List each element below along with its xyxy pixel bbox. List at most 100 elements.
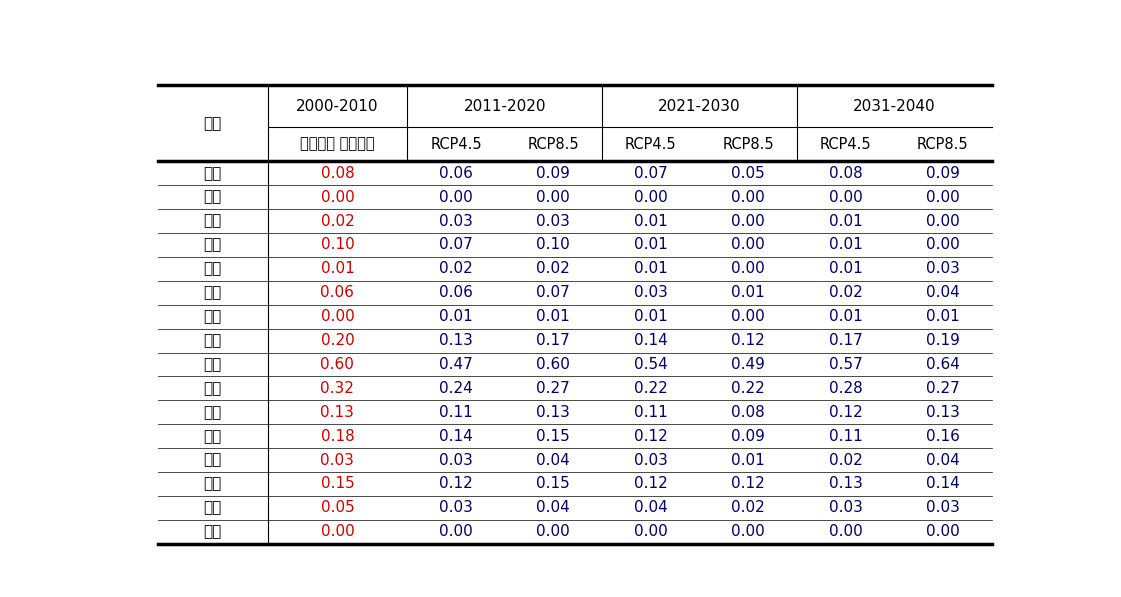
- Text: 2011-2020: 2011-2020: [463, 99, 546, 113]
- Text: 0.01: 0.01: [537, 309, 571, 324]
- Text: 2021-2030: 2021-2030: [658, 99, 741, 113]
- Text: 0.17: 0.17: [537, 333, 571, 348]
- Text: 부산: 부산: [203, 190, 222, 205]
- Text: 0.47: 0.47: [439, 357, 473, 372]
- Text: 0.03: 0.03: [633, 285, 668, 300]
- Text: 0.10: 0.10: [537, 238, 571, 253]
- Text: 0.12: 0.12: [828, 405, 862, 420]
- Text: 0.07: 0.07: [439, 238, 473, 253]
- Text: 0.01: 0.01: [321, 261, 354, 276]
- Text: 0.13: 0.13: [926, 405, 960, 420]
- Text: 0.20: 0.20: [321, 333, 354, 348]
- Text: 0.01: 0.01: [633, 214, 668, 229]
- Text: RCP8.5: RCP8.5: [722, 137, 773, 152]
- Text: 0.02: 0.02: [731, 500, 765, 515]
- Text: 0.08: 0.08: [321, 166, 354, 181]
- Text: 0.00: 0.00: [537, 524, 571, 539]
- Text: 제주: 제주: [203, 524, 222, 539]
- Text: 0.00: 0.00: [828, 524, 862, 539]
- Text: 0.12: 0.12: [633, 476, 668, 491]
- Text: 0.27: 0.27: [926, 381, 960, 396]
- Text: 0.03: 0.03: [926, 500, 960, 515]
- Text: 0.00: 0.00: [926, 238, 960, 253]
- Text: 현수준의 기상자료: 현수준의 기상자료: [300, 137, 374, 152]
- Text: 0.00: 0.00: [731, 524, 765, 539]
- Text: 0.00: 0.00: [926, 524, 960, 539]
- Text: 0.28: 0.28: [828, 381, 862, 396]
- Text: 0.22: 0.22: [633, 381, 668, 396]
- Text: 0.27: 0.27: [537, 381, 571, 396]
- Text: 0.24: 0.24: [439, 381, 473, 396]
- Text: 0.01: 0.01: [633, 309, 668, 324]
- Text: 2000-2010: 2000-2010: [296, 99, 379, 113]
- Text: 2031-2040: 2031-2040: [853, 99, 935, 113]
- Text: 0.11: 0.11: [439, 405, 473, 420]
- Text: 0.01: 0.01: [731, 453, 765, 467]
- Text: 0.01: 0.01: [828, 238, 862, 253]
- Text: 0.04: 0.04: [926, 285, 960, 300]
- Text: 0.06: 0.06: [321, 285, 354, 300]
- Text: 0.13: 0.13: [828, 476, 862, 491]
- Text: 0.03: 0.03: [633, 453, 668, 467]
- Text: 0.12: 0.12: [731, 476, 765, 491]
- Text: 경기: 경기: [203, 333, 222, 348]
- Text: 광주: 광주: [203, 261, 222, 276]
- Text: 0.00: 0.00: [321, 190, 354, 205]
- Text: 지역: 지역: [203, 116, 222, 131]
- Text: 0.00: 0.00: [828, 190, 862, 205]
- Text: 0.13: 0.13: [439, 333, 473, 348]
- Text: 0.54: 0.54: [633, 357, 668, 372]
- Text: 0.00: 0.00: [731, 190, 765, 205]
- Text: 0.00: 0.00: [926, 214, 960, 229]
- Text: 0.04: 0.04: [537, 500, 571, 515]
- Text: 강원: 강원: [203, 357, 222, 372]
- Text: 0.14: 0.14: [633, 333, 668, 348]
- Text: 대구: 대구: [203, 214, 222, 229]
- Text: RCP4.5: RCP4.5: [819, 137, 871, 152]
- Text: 0.06: 0.06: [439, 166, 473, 181]
- Text: 0.16: 0.16: [926, 429, 960, 444]
- Text: 0.11: 0.11: [633, 405, 668, 420]
- Text: 0.01: 0.01: [828, 214, 862, 229]
- Text: 전남: 전남: [203, 453, 222, 467]
- Text: 0.60: 0.60: [321, 357, 354, 372]
- Text: 0.07: 0.07: [633, 166, 668, 181]
- Text: 0.01: 0.01: [828, 309, 862, 324]
- Text: 0.00: 0.00: [731, 238, 765, 253]
- Text: 경북: 경북: [203, 476, 222, 491]
- Text: 0.13: 0.13: [321, 405, 354, 420]
- Text: 0.19: 0.19: [926, 333, 960, 348]
- Text: 0.57: 0.57: [828, 357, 862, 372]
- Text: RCP4.5: RCP4.5: [624, 137, 677, 152]
- Text: 0.15: 0.15: [537, 476, 571, 491]
- Text: 0.00: 0.00: [439, 524, 473, 539]
- Text: 0.11: 0.11: [828, 429, 862, 444]
- Text: 0.03: 0.03: [439, 214, 473, 229]
- Text: 0.12: 0.12: [731, 333, 765, 348]
- Text: 울산: 울산: [203, 309, 222, 324]
- Text: 0.03: 0.03: [439, 453, 473, 467]
- Text: 0.00: 0.00: [731, 214, 765, 229]
- Text: 전북: 전북: [203, 429, 222, 444]
- Text: 0.17: 0.17: [828, 333, 862, 348]
- Text: 0.00: 0.00: [537, 190, 571, 205]
- Text: 0.12: 0.12: [439, 476, 473, 491]
- Text: 0.03: 0.03: [537, 214, 571, 229]
- Text: 0.06: 0.06: [439, 285, 473, 300]
- Text: 0.03: 0.03: [439, 500, 473, 515]
- Text: 충북: 충북: [203, 381, 222, 396]
- Text: RCP8.5: RCP8.5: [528, 137, 580, 152]
- Text: 0.22: 0.22: [731, 381, 765, 396]
- Text: 0.01: 0.01: [439, 309, 473, 324]
- Text: 0.01: 0.01: [633, 238, 668, 253]
- Text: 0.60: 0.60: [537, 357, 571, 372]
- Text: 0.01: 0.01: [828, 261, 862, 276]
- Text: 0.08: 0.08: [731, 405, 765, 420]
- Text: 0.02: 0.02: [439, 261, 473, 276]
- Text: 0.14: 0.14: [926, 476, 960, 491]
- Text: 0.00: 0.00: [731, 309, 765, 324]
- Text: 0.49: 0.49: [731, 357, 765, 372]
- Text: 0.07: 0.07: [537, 285, 571, 300]
- Text: 0.00: 0.00: [321, 309, 354, 324]
- Text: 0.03: 0.03: [926, 261, 960, 276]
